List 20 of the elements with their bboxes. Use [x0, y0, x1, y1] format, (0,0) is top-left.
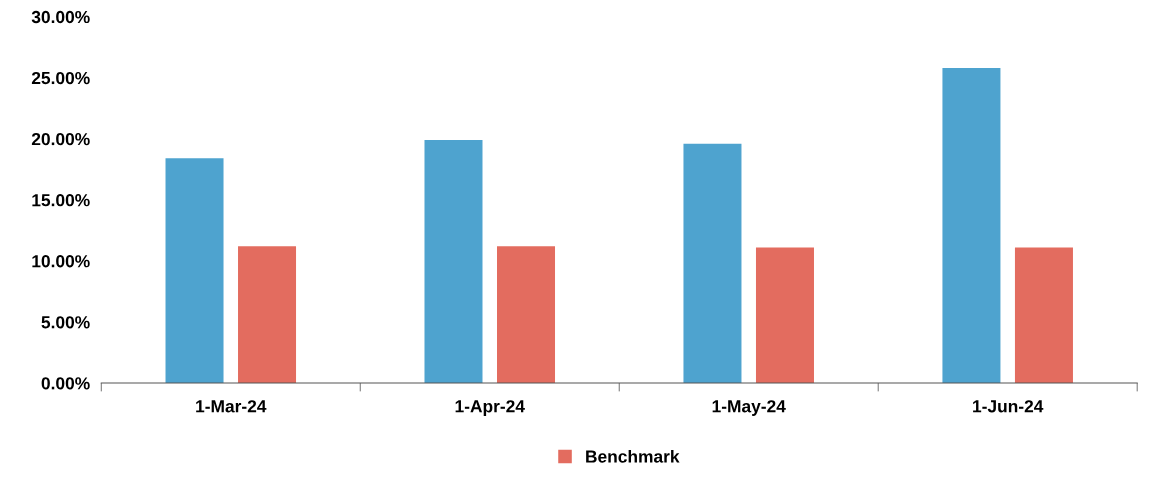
y-tick-label: 0.00% [41, 377, 90, 390]
bar [165, 158, 224, 384]
legend-label: Benchmark [586, 449, 680, 463]
bar [755, 247, 814, 384]
y-tick-label: 30.00% [31, 10, 90, 24]
bar [1014, 247, 1073, 384]
x-tick-label: 1-Mar-24 [196, 400, 267, 413]
y-tick-label: 5.00% [41, 316, 90, 329]
x-tick-label: 1-May-24 [712, 400, 786, 416]
y-tick-label: 15.00% [32, 194, 90, 207]
bar [424, 140, 483, 384]
bar [683, 143, 742, 384]
y-tick-label: 20.00% [31, 132, 90, 146]
x-tick-label: 1-Jun-24 [973, 400, 1044, 413]
bar [942, 67, 1001, 384]
bar [497, 246, 556, 384]
x-tick-label: 1-Apr-24 [455, 400, 525, 416]
y-tick-label: 25.00% [31, 71, 90, 85]
bar [238, 246, 297, 384]
y-tick-label: 10.00% [32, 255, 90, 268]
